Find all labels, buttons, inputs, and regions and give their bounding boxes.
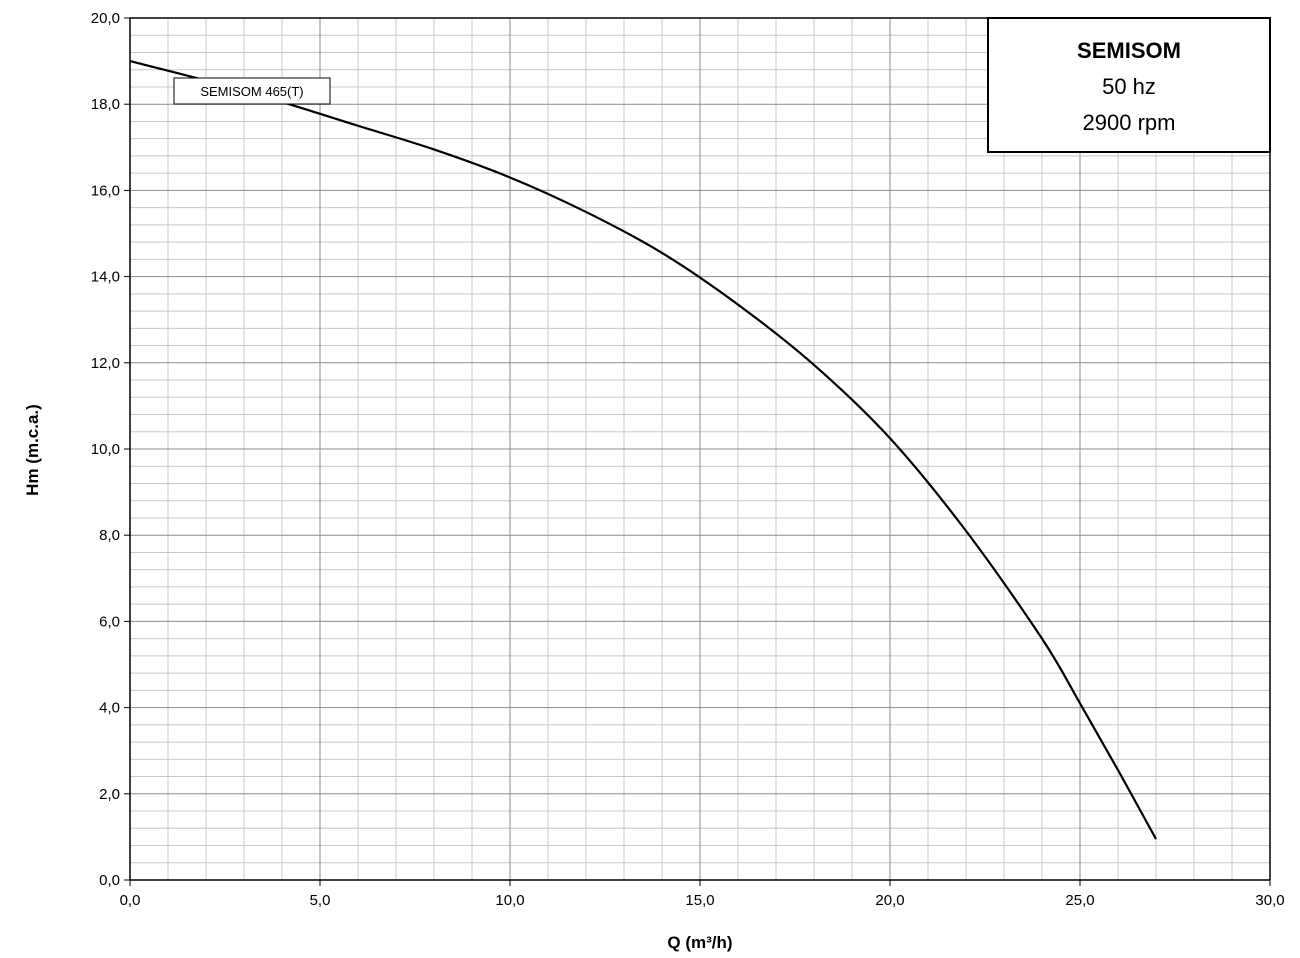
series-label-box [173, 77, 331, 105]
y-tick-label: 2,0 [99, 786, 120, 803]
y-tick-label: 4,0 [99, 700, 120, 717]
series-line [129, 60, 1157, 840]
y-axis-title: Hm (m.c.a.) [23, 404, 42, 496]
y-tick-label: 14,0 [91, 269, 120, 286]
info-box-frame [987, 17, 1271, 153]
x-tick-labels: 0,0 5,0 10,0 15,0 20,0 25,0 30,0 [120, 892, 1285, 909]
y-tick-label: 8,0 [99, 527, 120, 544]
y-tick-labels: 0,0 2,0 4,0 6,0 8,0 10,0 12,0 14,0 16,0 18,0 20,0 [91, 10, 120, 889]
y-tick-label: 16,0 [91, 182, 120, 199]
y-tick-label: 6,0 [99, 613, 120, 630]
x-tick-label: 0,0 [120, 892, 141, 909]
x-tick-label: 5,0 [310, 892, 331, 909]
info-box-title: SEMISOM [1077, 38, 1181, 63]
x-tick-label: 25,0 [1065, 892, 1094, 909]
info-box-speed: 2900 rpm [1083, 110, 1176, 135]
x-tick-label: 10,0 [495, 892, 524, 909]
y-tick-label: 0,0 [99, 872, 120, 889]
y-tick-label: 12,0 [91, 355, 120, 372]
x-tick-label: 20,0 [875, 892, 904, 909]
info-box-frequency: 50 hz [1102, 74, 1156, 99]
series-label-text: SEMISOM 465(T) [200, 84, 303, 99]
x-tick-label: 15,0 [685, 892, 714, 909]
info-box: SEMISOM 50 hz 2900 rpm [987, 17, 1271, 153]
series-label: SEMISOM 465(T) [173, 77, 331, 105]
series [129, 60, 1157, 840]
x-axis-title: Q (m³/h) [667, 933, 732, 952]
y-tick-label: 10,0 [91, 441, 120, 458]
y-tick-label: 20,0 [91, 10, 120, 27]
x-tick-label: 30,0 [1255, 892, 1284, 909]
y-tick-label: 18,0 [91, 96, 120, 113]
